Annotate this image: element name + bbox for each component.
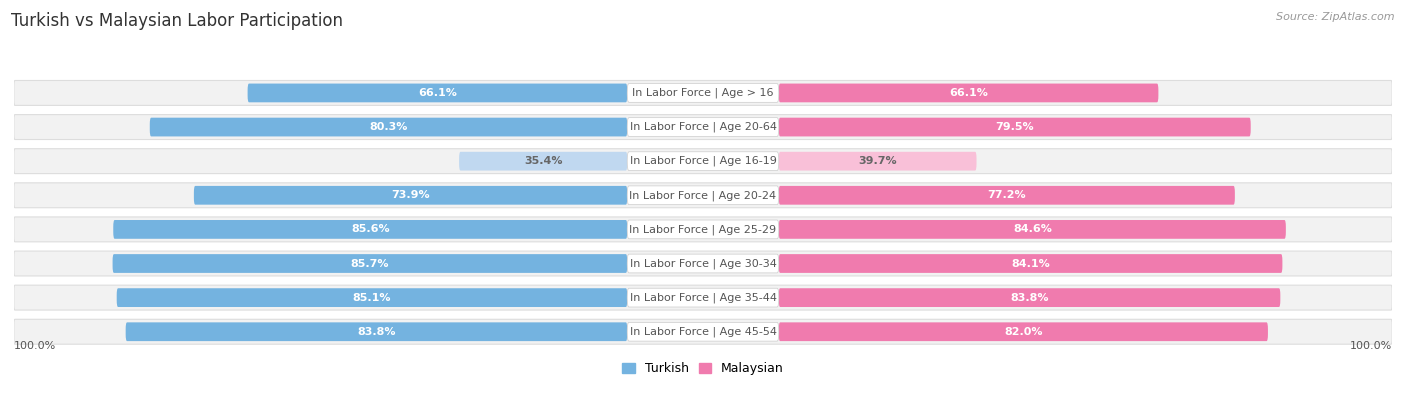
FancyBboxPatch shape <box>779 220 1286 239</box>
Text: 73.9%: 73.9% <box>391 190 430 200</box>
Text: In Labor Force | Age 45-54: In Labor Force | Age 45-54 <box>630 327 776 337</box>
Text: 83.8%: 83.8% <box>357 327 395 337</box>
Text: 84.6%: 84.6% <box>1012 224 1052 234</box>
FancyBboxPatch shape <box>627 322 779 341</box>
Legend: Turkish, Malaysian: Turkish, Malaysian <box>617 357 789 380</box>
FancyBboxPatch shape <box>779 84 1159 102</box>
FancyBboxPatch shape <box>779 288 1281 307</box>
FancyBboxPatch shape <box>627 186 779 205</box>
Text: In Labor Force | Age 16-19: In Labor Force | Age 16-19 <box>630 156 776 166</box>
FancyBboxPatch shape <box>779 118 1251 136</box>
Text: 39.7%: 39.7% <box>858 156 897 166</box>
Text: 66.1%: 66.1% <box>418 88 457 98</box>
FancyBboxPatch shape <box>779 186 1234 205</box>
Text: 35.4%: 35.4% <box>524 156 562 166</box>
Text: 79.5%: 79.5% <box>995 122 1033 132</box>
Text: In Labor Force | Age 25-29: In Labor Force | Age 25-29 <box>630 224 776 235</box>
FancyBboxPatch shape <box>14 183 1392 208</box>
FancyBboxPatch shape <box>114 220 627 239</box>
FancyBboxPatch shape <box>779 322 1268 341</box>
FancyBboxPatch shape <box>627 288 779 307</box>
Text: 85.1%: 85.1% <box>353 293 391 303</box>
FancyBboxPatch shape <box>150 118 627 136</box>
Text: 66.1%: 66.1% <box>949 88 988 98</box>
FancyBboxPatch shape <box>14 285 1392 310</box>
Text: Turkish vs Malaysian Labor Participation: Turkish vs Malaysian Labor Participation <box>11 12 343 30</box>
FancyBboxPatch shape <box>627 254 779 273</box>
Text: 80.3%: 80.3% <box>370 122 408 132</box>
FancyBboxPatch shape <box>627 84 779 102</box>
FancyBboxPatch shape <box>14 149 1392 174</box>
FancyBboxPatch shape <box>125 322 627 341</box>
FancyBboxPatch shape <box>460 152 627 171</box>
FancyBboxPatch shape <box>627 152 779 171</box>
Text: In Labor Force | Age 30-34: In Labor Force | Age 30-34 <box>630 258 776 269</box>
Text: In Labor Force | Age 35-44: In Labor Force | Age 35-44 <box>630 292 776 303</box>
FancyBboxPatch shape <box>14 251 1392 276</box>
Text: 85.7%: 85.7% <box>350 258 389 269</box>
FancyBboxPatch shape <box>627 118 779 136</box>
Text: In Labor Force | Age 20-24: In Labor Force | Age 20-24 <box>630 190 776 201</box>
Text: In Labor Force | Age 20-64: In Labor Force | Age 20-64 <box>630 122 776 132</box>
FancyBboxPatch shape <box>627 220 779 239</box>
FancyBboxPatch shape <box>14 319 1392 344</box>
FancyBboxPatch shape <box>14 115 1392 139</box>
FancyBboxPatch shape <box>779 254 1282 273</box>
Text: 82.0%: 82.0% <box>1004 327 1043 337</box>
Text: 100.0%: 100.0% <box>14 341 56 351</box>
Text: 85.6%: 85.6% <box>352 224 389 234</box>
Text: 84.1%: 84.1% <box>1011 258 1050 269</box>
Text: 77.2%: 77.2% <box>987 190 1026 200</box>
FancyBboxPatch shape <box>194 186 627 205</box>
Text: 100.0%: 100.0% <box>1350 341 1392 351</box>
FancyBboxPatch shape <box>112 254 627 273</box>
FancyBboxPatch shape <box>117 288 627 307</box>
FancyBboxPatch shape <box>247 84 627 102</box>
Text: Source: ZipAtlas.com: Source: ZipAtlas.com <box>1277 12 1395 22</box>
FancyBboxPatch shape <box>14 81 1392 105</box>
FancyBboxPatch shape <box>779 152 977 171</box>
Text: In Labor Force | Age > 16: In Labor Force | Age > 16 <box>633 88 773 98</box>
FancyBboxPatch shape <box>14 217 1392 242</box>
Text: 83.8%: 83.8% <box>1011 293 1049 303</box>
